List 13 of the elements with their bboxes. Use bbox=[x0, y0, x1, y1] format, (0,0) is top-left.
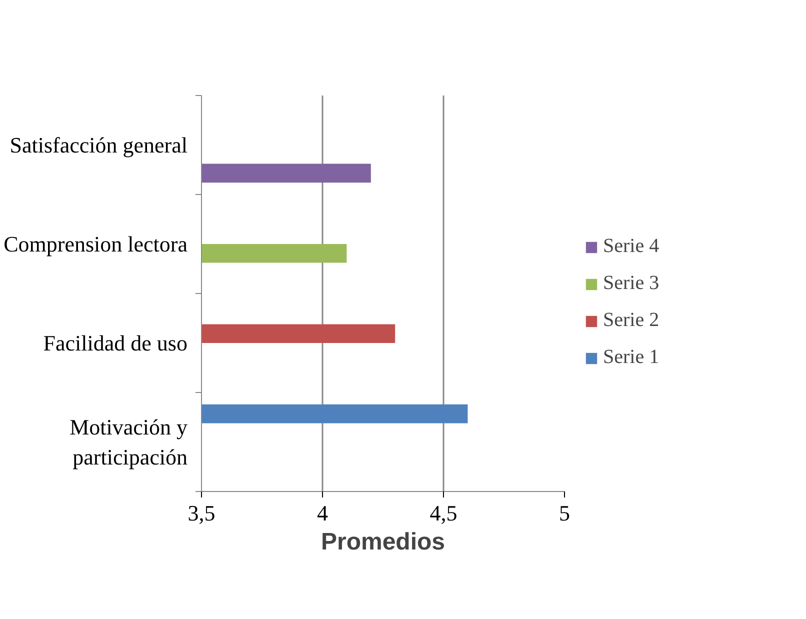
legend-label: Serie 2 bbox=[603, 309, 660, 332]
legend-label: Serie 3 bbox=[603, 272, 660, 295]
x-axis-title: Promedios bbox=[320, 528, 446, 556]
y-tick-label: Comprension lectora bbox=[4, 232, 188, 256]
y-tick-label: Satisfacción general bbox=[10, 132, 188, 158]
x-tick-label: 5 bbox=[559, 500, 570, 526]
x-tick-label: 3,5 bbox=[188, 500, 216, 526]
y-tick-label: Motivación y participación bbox=[70, 414, 188, 470]
x-tick-label: 4 bbox=[317, 500, 328, 526]
legend-label: Serie 4 bbox=[603, 235, 660, 258]
y-tick-label: Facilidad de uso bbox=[43, 330, 188, 356]
x-tick-label: 4,5 bbox=[430, 500, 458, 526]
legend-label: Serie 1 bbox=[603, 346, 660, 369]
